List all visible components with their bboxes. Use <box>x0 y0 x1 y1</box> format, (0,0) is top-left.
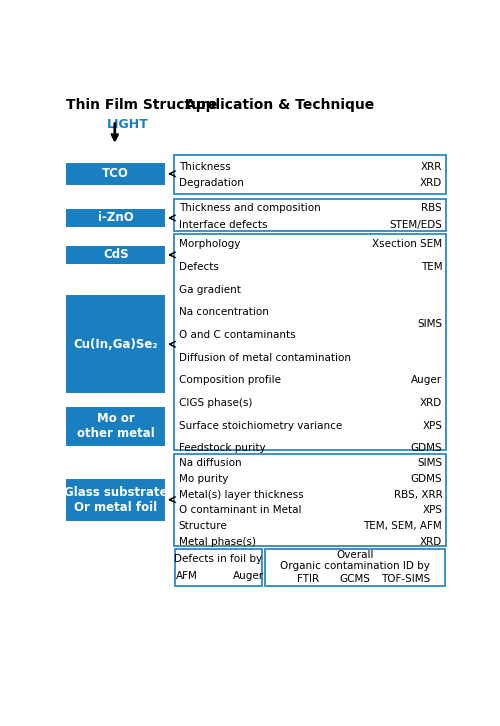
Bar <box>66 295 165 393</box>
Text: O contaminant in Metal: O contaminant in Metal <box>179 505 301 515</box>
Bar <box>175 550 262 586</box>
Text: Structure: Structure <box>179 521 228 531</box>
Text: SIMS: SIMS <box>417 458 442 468</box>
Bar <box>66 478 165 521</box>
Text: Interface defects: Interface defects <box>179 220 267 230</box>
Text: Defects: Defects <box>179 262 218 272</box>
Text: Ga gradient: Ga gradient <box>179 285 240 295</box>
Text: Composition profile: Composition profile <box>179 375 281 386</box>
Bar <box>174 234 446 450</box>
Text: GDMS: GDMS <box>410 444 442 453</box>
Bar <box>66 407 165 446</box>
Text: XPS: XPS <box>422 420 442 431</box>
Text: XRD: XRD <box>420 179 442 188</box>
Text: Surface stoichiometry variance: Surface stoichiometry variance <box>179 420 342 431</box>
Bar <box>66 208 165 227</box>
Text: Thickness: Thickness <box>179 161 231 171</box>
Text: Na diffusion: Na diffusion <box>179 458 242 468</box>
Text: Cu(In,Ga)Se₂: Cu(In,Ga)Se₂ <box>74 338 158 351</box>
Text: Thickness and composition: Thickness and composition <box>179 203 320 213</box>
Text: TOF-SIMS: TOF-SIMS <box>381 574 430 584</box>
Text: Auger: Auger <box>233 571 264 581</box>
Bar <box>265 550 446 586</box>
Text: Degradation: Degradation <box>179 179 244 188</box>
Text: Defects in foil by: Defects in foil by <box>174 554 262 564</box>
Text: RBS, XRR: RBS, XRR <box>394 489 442 499</box>
Text: Morphology: Morphology <box>179 239 240 249</box>
Text: XRD: XRD <box>420 537 442 547</box>
Text: Overall: Overall <box>336 550 374 560</box>
Bar <box>66 245 165 264</box>
Text: Mo purity: Mo purity <box>179 473 228 484</box>
Text: GDMS: GDMS <box>410 473 442 484</box>
Text: SIMS: SIMS <box>417 319 442 329</box>
Text: TEM, SEM, AFM: TEM, SEM, AFM <box>364 521 442 531</box>
Text: Metal phase(s): Metal phase(s) <box>179 537 256 547</box>
Text: GCMS: GCMS <box>340 574 370 584</box>
Text: Auger: Auger <box>411 375 442 386</box>
Bar <box>66 163 165 185</box>
Bar <box>174 199 446 231</box>
Text: O and C contaminants: O and C contaminants <box>179 330 296 340</box>
Text: i-ZnO: i-ZnO <box>98 211 134 224</box>
Text: AFM: AFM <box>176 571 198 581</box>
Text: Application & Technique: Application & Technique <box>185 98 374 113</box>
Bar <box>174 155 446 195</box>
Text: CdS: CdS <box>103 248 128 261</box>
Bar <box>174 454 446 545</box>
Text: TEM: TEM <box>420 262 442 272</box>
Text: Xsection SEM: Xsection SEM <box>372 239 442 249</box>
Text: STEM/EDS: STEM/EDS <box>390 220 442 230</box>
Text: Thin Film Structure: Thin Film Structure <box>66 98 218 113</box>
Text: CIGS phase(s): CIGS phase(s) <box>179 398 252 408</box>
Text: Diffusion of metal contamination: Diffusion of metal contamination <box>179 353 351 362</box>
Text: Na concentration: Na concentration <box>179 307 268 317</box>
Text: XRR: XRR <box>421 161 442 171</box>
Text: XPS: XPS <box>422 505 442 515</box>
Text: XRD: XRD <box>420 398 442 408</box>
Text: RBS: RBS <box>422 203 442 213</box>
Text: TCO: TCO <box>102 167 129 180</box>
Text: Glass substrate
Or metal foil: Glass substrate Or metal foil <box>64 486 168 514</box>
Text: Mo or
other metal: Mo or other metal <box>77 412 154 441</box>
Text: LIGHT: LIGHT <box>107 118 149 131</box>
Text: Metal(s) layer thickness: Metal(s) layer thickness <box>179 489 304 499</box>
Text: Organic contamination ID by: Organic contamination ID by <box>280 561 430 571</box>
Text: FTIR: FTIR <box>298 574 320 584</box>
Text: Feedstock purity: Feedstock purity <box>179 444 266 453</box>
